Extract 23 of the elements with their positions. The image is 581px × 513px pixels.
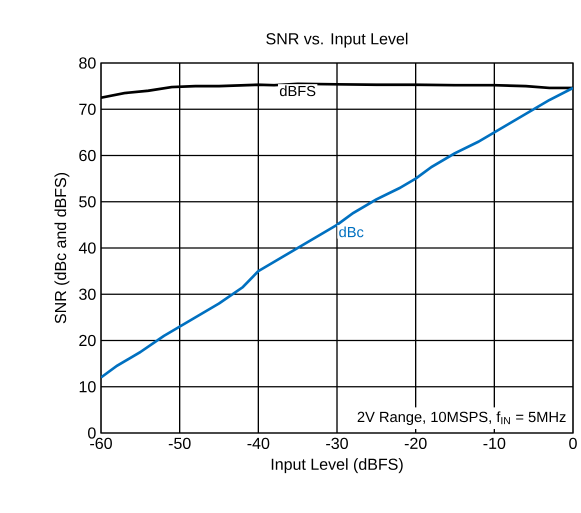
x-tick-label: 0	[569, 438, 577, 450]
annotation: 2V Range, 10MSPS, f$_{IN}$ = 5MHz	[358, 411, 566, 426]
y-tick-label: 10	[80, 381, 96, 392]
x-tick-label: -20	[404, 438, 427, 450]
series-label: dBFS	[280, 85, 316, 96]
y-tick-label: 20	[79, 334, 96, 346]
line-series	[101, 86, 573, 379]
x-tick-label: -50	[168, 438, 191, 450]
y-tick-label: 0	[88, 427, 96, 439]
y-tick-label: 50	[79, 196, 96, 208]
y-tick-label: 80	[79, 57, 96, 69]
x-tick-label: -60	[90, 438, 112, 450]
y-axis-title: SNR (dBc and dBFS)	[54, 172, 70, 324]
y-tick-label: 60	[79, 150, 96, 162]
y-tick-label: 40	[78, 242, 96, 254]
x-axis-title: Input Level (dBFS)	[272, 458, 403, 474]
y-tick-label: 30	[79, 288, 96, 300]
series-label: dBc	[339, 226, 364, 238]
x-tick-label: -30	[326, 438, 348, 450]
x-tick-label: -10	[483, 438, 506, 450]
chart-title: SNR vs. Input Level	[266, 32, 408, 48]
x-tick-label: -40	[247, 438, 270, 450]
y-tick-label: 70	[79, 104, 96, 115]
